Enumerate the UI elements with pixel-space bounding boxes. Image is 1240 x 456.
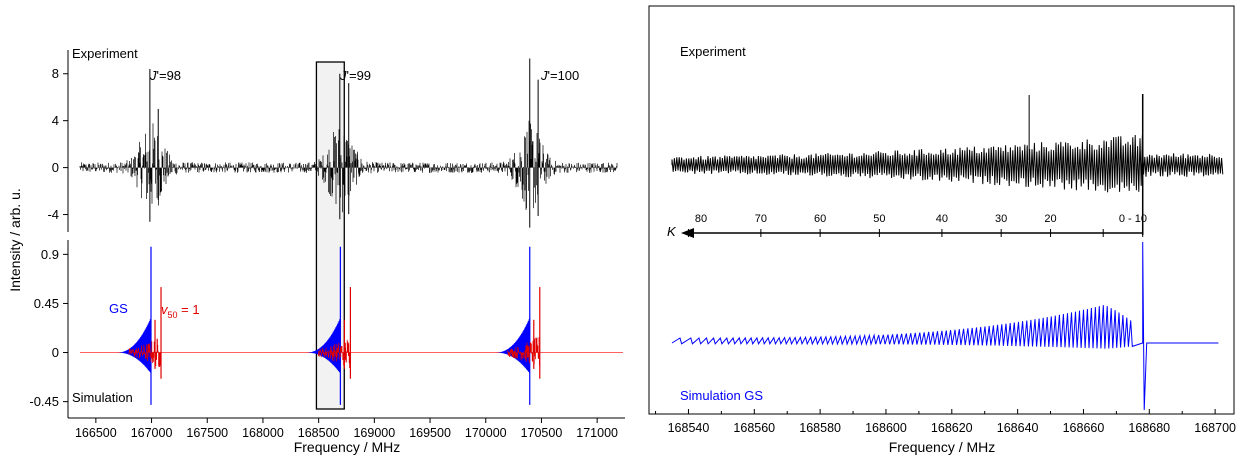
x-tick-label: 170000 [465,426,507,440]
x-tick-label: 169000 [353,426,395,440]
gs-band [306,317,341,373]
x-tick-label: 168500 [298,426,340,440]
x-tick-label: 168700 [1194,421,1236,435]
k-axis-arrow-icon [681,228,694,238]
left-chart: 8 4 0 -4 0.9 0.45 0 -0.45 166500 167000 167500 1680… [7,46,625,455]
v50-band [128,338,162,367]
right-chart: K 80 70 60 50 40 30 20 0 - 10 168540 168560 168580… [648,5,1236,455]
y-tick-label: 0 [52,345,59,360]
right-upper-label: Experiment [680,44,746,59]
experiment-trace-right [671,94,1224,235]
cluster-labels: J'=98 J'=99 J'=100 [149,68,579,83]
y-tick-label: 0 [52,160,59,175]
experiment-noise [79,120,618,213]
cluster-label: J'=99 [339,68,371,83]
k-tick-label: 60 [814,213,826,225]
simulation-spectrum [671,241,1219,411]
y-tick-label: 4 [52,113,59,128]
y-tick-label: 0.9 [41,247,59,262]
k-axis-letter: K [667,224,677,239]
x-tick-label: 168000 [242,426,284,440]
left-y-axis-title: Intensity / arb. u. [7,188,23,292]
experiment-spectrum [671,134,1224,193]
cluster-label: J'=100 [540,68,579,83]
x-tick-label: 171000 [576,426,618,440]
cluster-label: J'=98 [149,68,181,83]
k-quantum-number-axis: K 80 70 60 50 40 30 20 0 - 10 [667,213,1147,239]
experiment-trace-left [79,58,618,228]
simulation-trace-right [671,241,1219,411]
left-x-axis-title: Frequency / MHz [294,439,401,455]
k-tick-label: 80 [695,213,707,225]
v50-legend-label: v50 = 1 [161,302,200,320]
v50-band [318,339,351,369]
k-tick-label: 70 [755,213,767,225]
right-x-axis-title: Frequency / MHz [889,439,996,455]
k-tick-label: 50 [873,213,885,225]
y-tick-label: -4 [47,207,59,222]
right-lower-label: Simulation GS [680,388,763,403]
x-tick-label: 168640 [997,421,1039,435]
x-tick-label: 168560 [733,421,775,435]
x-tick-label: 169500 [409,426,451,440]
upper-panel-label: Experiment [72,46,138,61]
k-tick-label: 0 - 10 [1119,213,1147,225]
x-tick-label: 168680 [1128,421,1170,435]
v50-band [507,337,541,366]
k-tick-label: 40 [936,213,948,225]
gs-band [495,317,531,373]
x-tick-label: 166500 [75,426,117,440]
gs-band [116,317,152,373]
x-tick-label: 170500 [521,426,563,440]
x-tick-label: 167000 [131,426,173,440]
gs-legend-label: GS [109,301,128,316]
x-tick-label: 168540 [668,421,710,435]
x-tick-label: 168600 [865,421,907,435]
y-tick-label: -0.45 [29,394,59,409]
left-axes: 8 4 0 -4 0.9 0.45 0 -0.45 166500 167000 167500 1680… [29,50,625,440]
lower-panel-label: Simulation [72,390,133,405]
k-tick-label: 20 [1044,213,1056,225]
simulation-traces-left [80,246,623,405]
x-tick-label: 167500 [186,426,228,440]
right-axes: 168540 168560 168580 168600 168620 168640 1686… [649,409,1236,435]
x-tick-label: 168620 [931,421,973,435]
k-tick-label: 30 [995,213,1007,225]
x-tick-label: 168660 [1063,421,1105,435]
y-tick-label: 8 [52,66,59,81]
y-tick-label: 0.45 [34,296,59,311]
x-tick-label: 168580 [799,421,841,435]
series-legend: GS v50 = 1 [109,301,200,320]
